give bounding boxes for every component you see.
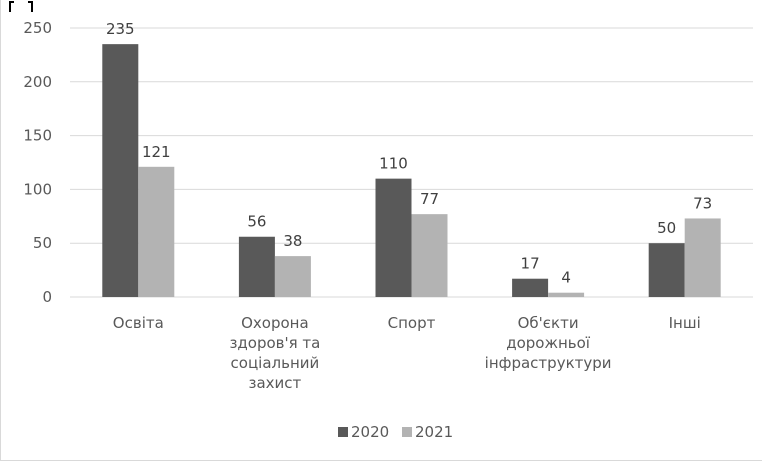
category-label: Спорт [388,314,436,332]
bar-2020-4 [648,243,685,297]
legend-label: 2021 [415,423,453,441]
data-label: 56 [247,213,266,231]
bar-2020-1 [238,236,275,297]
category-label-line: Охорона [241,314,309,332]
y-tick-label: 100 [23,180,52,198]
legend-label: 2020 [351,423,389,441]
bar-2021-4 [684,218,721,297]
category-label-line: захист [249,374,302,392]
y-tick-label: 150 [23,127,52,145]
y-tick-label: 200 [23,73,52,91]
legend-swatch-2020 [338,427,348,437]
category-label-line: Об'єкти [518,314,579,332]
data-label: 50 [657,219,676,237]
category-label-line: здоров'я та [229,334,320,352]
y-tick-label: 50 [33,234,52,252]
category-label: Об'єкти дорожньої інфраструктури [485,314,612,372]
bar-2021-0 [138,166,175,297]
data-label: 110 [379,155,408,173]
bar-2020-3 [512,278,549,297]
data-label: 235 [106,20,135,38]
category-label: Освіта [113,314,164,332]
bar-2020-0 [102,44,139,297]
data-label: 77 [420,190,439,208]
bar-2021-1 [274,256,311,297]
category-label: Інші [669,314,701,332]
category-label-line: інфраструктури [485,354,612,372]
data-label: 121 [142,143,171,161]
category-label-line: Освіта [113,314,164,332]
y-tick-label: 0 [42,288,52,306]
bar-2021-2 [411,214,448,297]
category-label: Охорона здоров'я та соціальний захист [229,314,320,392]
bar-2020-2 [375,178,412,297]
legend-swatch-2021 [402,427,412,437]
data-label: 38 [283,232,302,250]
category-label-line: Інші [669,314,701,332]
category-label-line: Спорт [388,314,436,332]
bar-2021-3 [548,292,585,297]
data-label: 73 [693,194,712,212]
y-tick-label: 250 [23,19,52,37]
category-label-line: соціальний [231,354,320,372]
data-label: 4 [561,269,571,287]
data-label: 17 [521,255,540,273]
category-label-line: дорожньої [506,334,591,352]
corner-bracket-icon [9,1,33,12]
